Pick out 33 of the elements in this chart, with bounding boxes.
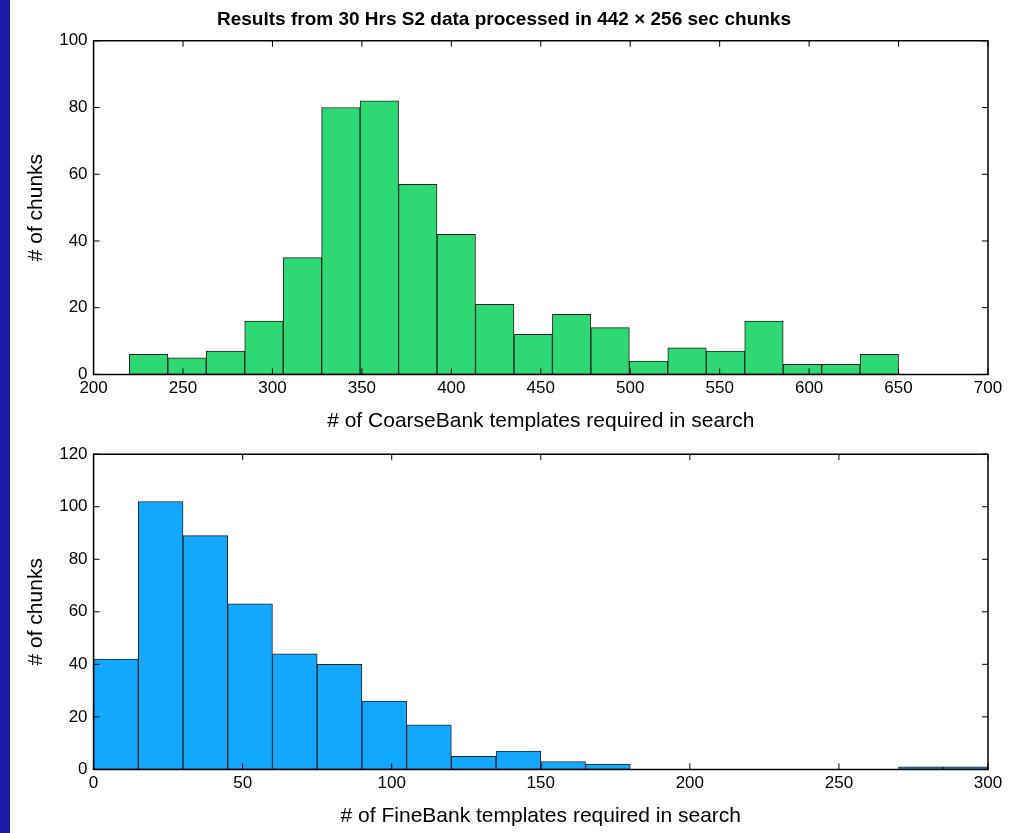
x-tick-label: 400 <box>437 378 466 398</box>
x-axis-title: # of CoarseBank templates required in search <box>327 408 755 432</box>
x-axis-title: # of FineBank templates required in search <box>340 803 741 827</box>
y-axis-title: # of chunks <box>23 558 47 666</box>
y-tick-label: 20 <box>68 706 88 726</box>
x-tick-label: 700 <box>973 378 1003 398</box>
y-tick-label: 100 <box>59 496 88 516</box>
y-axis-title: # of chunks <box>23 153 47 262</box>
x-tick-label: 200 <box>675 773 705 793</box>
y-tick-label: 60 <box>68 163 88 183</box>
y-tick-label: 80 <box>68 97 88 117</box>
x-tick-label: 300 <box>973 773 1003 793</box>
x-tick-label: 450 <box>526 378 555 398</box>
y-tick-label: 0 <box>78 759 88 779</box>
y-tick-label: 120 <box>59 443 88 463</box>
y-tick-label: 60 <box>68 601 88 621</box>
y-tick-label: 100 <box>59 30 88 50</box>
x-tick-label: 50 <box>233 773 253 793</box>
x-tick-label: 100 <box>377 773 406 793</box>
x-tick-label: 600 <box>794 378 824 398</box>
x-tick-label: 650 <box>884 378 913 398</box>
x-tick-label: 250 <box>824 773 854 793</box>
y-tick-label: 20 <box>68 297 88 317</box>
x-tick-label: 250 <box>168 378 198 398</box>
x-tick-label: 550 <box>705 378 734 398</box>
x-tick-label: 150 <box>526 773 555 793</box>
x-tick-label: 350 <box>347 378 377 398</box>
y-tick-label: 80 <box>68 548 88 568</box>
chart-title: Results from 30 Hrs S2 data processed in 442 × 256 sec chunks <box>217 7 791 29</box>
y-tick-label: 40 <box>68 230 88 250</box>
x-tick-label: 500 <box>616 378 645 398</box>
y-tick-label: 40 <box>68 654 88 674</box>
x-tick-label: 300 <box>258 378 287 398</box>
